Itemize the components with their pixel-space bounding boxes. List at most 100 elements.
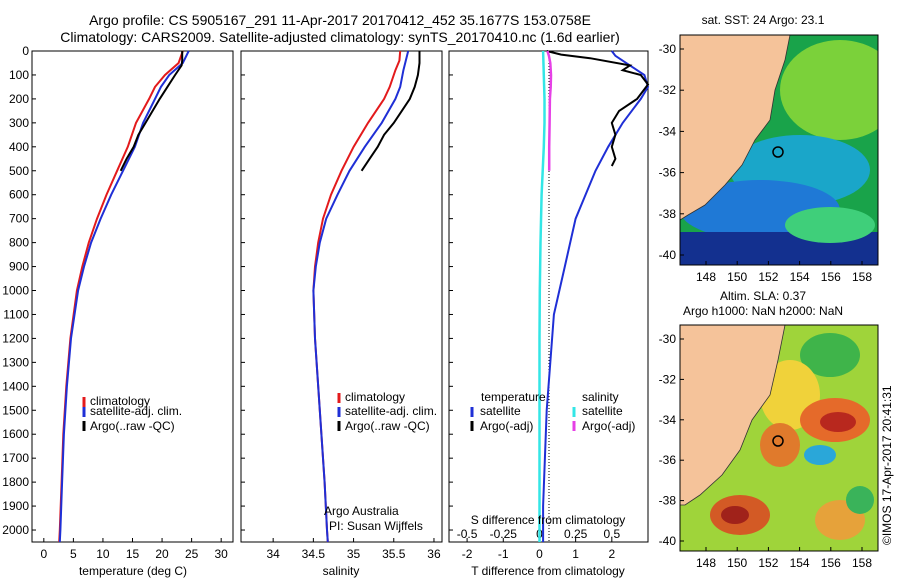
series-line-argo-raw-qc-	[360, 51, 421, 172]
x-tick-label: 20	[155, 547, 169, 561]
x-tick-label: 10	[96, 547, 110, 561]
x-tick-label: 2	[608, 547, 615, 561]
lon-tick-label: 150	[727, 270, 747, 284]
depth-axis: 0 100 200 300 400 500 600 700 800 900 1000 1100 1200…	[2, 44, 36, 537]
series-line-argo-raw-qc-	[119, 51, 184, 172]
lon-tick-label: 154	[790, 556, 810, 570]
sla-low-north	[800, 333, 860, 377]
depth-tick-label: 0	[22, 44, 29, 58]
x-tick-label: 0	[40, 547, 47, 561]
sla-map-frame	[679, 324, 879, 552]
sst-map-frame	[679, 34, 879, 266]
sst-filament	[785, 207, 875, 243]
depth-tick-label: 1800	[2, 475, 29, 489]
x-tick-label: 15	[126, 547, 140, 561]
imos-stamp: ©IMOS 17-Apr-2017 20:41:31	[880, 385, 894, 545]
legend-label-climatology: climatology	[345, 390, 405, 404]
lat-tick-label: -32	[659, 372, 677, 386]
series-line-climatology	[312, 50, 402, 543]
t-difference-label: T difference from climatology	[471, 564, 625, 578]
sla-map-title-1: Altim. SLA: 0.37	[720, 289, 806, 303]
x-tick-label: 5	[70, 547, 77, 561]
series-line-satellite-adj-clim-	[312, 50, 410, 543]
series-line-satellite-adj-clim-	[58, 50, 190, 543]
title-line-2: Climatology: CARS2009. Satellite-adjuste…	[60, 29, 620, 45]
sst-map-title: sat. SST: 24 Argo: 23.1	[702, 13, 825, 27]
x-tick-label: 0	[536, 547, 543, 561]
lon-tick-label: 158	[852, 270, 872, 284]
depth-tick-label: 700	[9, 212, 29, 226]
depth-tick-label: 1900	[2, 499, 29, 513]
salinity-series	[312, 50, 421, 543]
depth-tick-label: 1100	[3, 307, 29, 321]
depth-tick-label: 400	[9, 140, 29, 154]
depth-tick-label: 1500	[2, 403, 29, 417]
sst-lon-axis: 148 150 152 154 156 158	[696, 261, 872, 284]
depth-tick-label: 1200	[2, 331, 29, 345]
x-tick-label: -2	[462, 547, 473, 561]
temperature-panel: 0100200300400500600700800900100011001200…	[2, 44, 234, 578]
x-tick-label: 34	[266, 547, 280, 561]
lat-tick-label: -30	[659, 332, 677, 346]
sla-land	[680, 325, 786, 506]
depth-tick-label: 600	[9, 188, 29, 202]
s-tick-label: -0.25	[490, 527, 518, 541]
legend-label-argo: Argo(..raw -QC)	[345, 419, 430, 433]
lon-tick-label: 152	[758, 556, 778, 570]
salinity-panel: 34 34.5 35 35.5 36 salinity climatology sate…	[240, 50, 443, 578]
depth-tick-label: 1000	[2, 284, 29, 298]
sla-low-center	[804, 445, 836, 465]
sla-peak-east	[820, 412, 856, 432]
lat-tick-label: -32	[659, 83, 677, 97]
series-line-satellite	[542, 50, 650, 542]
salinity-axes-frame	[240, 50, 443, 543]
x-tick-label: 25	[185, 547, 199, 561]
legend-label-s-satellite: satellite	[582, 404, 623, 418]
depth-tick-label: 500	[9, 164, 29, 178]
temperature-series	[58, 50, 190, 543]
s-tick-label: 0.25	[564, 527, 588, 541]
legend-label-satellite: satellite-adj. clim.	[90, 404, 182, 418]
legend-title-temperature: temperature	[481, 390, 546, 404]
lon-tick-label: 150	[727, 556, 747, 570]
depth-tick-label: 1700	[2, 451, 29, 465]
lon-tick-label: 156	[821, 556, 841, 570]
depth-tick-label: 300	[9, 116, 29, 130]
sst-lat-axis: -30 -32 -34 -36 -38 -40	[659, 42, 684, 262]
lat-tick-label: -34	[659, 413, 677, 427]
lon-tick-label: 148	[696, 556, 716, 570]
temperature-legend: climatology satellite-adj. clim. Argo(..…	[82, 394, 182, 433]
lat-tick-label: -30	[659, 42, 677, 56]
lon-tick-label: 148	[696, 270, 716, 284]
series-line-argo-adj-	[546, 50, 650, 167]
lon-tick-label: 158	[852, 556, 872, 570]
credit-org: Argo Australia	[324, 504, 399, 518]
legend-title-salinity: salinity	[582, 390, 619, 404]
legend-label-t-argo: Argo(-adj)	[480, 419, 533, 433]
depth-tick-label: 2000	[2, 523, 29, 537]
x-tick-label: 1	[572, 547, 579, 561]
x-tick-label: 34.5	[302, 547, 326, 561]
s-difference-label: S difference from climatology	[471, 513, 626, 527]
lat-tick-label: -38	[659, 494, 677, 508]
salinity-xlabel: salinity	[323, 564, 360, 578]
lat-tick-label: -36	[659, 166, 677, 180]
difference-depth-ticks	[449, 50, 453, 531]
lon-tick-label: 156	[821, 270, 841, 284]
sla-lat-axis: -30 -32 -34 -36 -38 -40	[659, 332, 684, 548]
salinity-legend: climatology satellite-adj. clim. Argo(..…	[337, 390, 437, 433]
lat-tick-label: -34	[659, 124, 677, 138]
s-tick-label: -0.5	[457, 527, 478, 541]
difference-panel: -2 -1 0 1 2-0.5 -0.25 0 0.25 0.5 S difference fr…	[448, 50, 650, 578]
lat-tick-label: -38	[659, 207, 677, 221]
credit-pi: PI: Susan Wijffels	[329, 519, 423, 533]
s-tick-label: 0.5	[603, 527, 620, 541]
x-tick-label: 35	[347, 547, 361, 561]
salinity-x-axis: 34 34.5 35 35.5 36	[266, 538, 441, 561]
x-tick-label: 36	[427, 547, 441, 561]
legend-label-argo: Argo(..raw -QC)	[90, 419, 175, 433]
depth-tick-label: 800	[9, 236, 29, 250]
difference-series	[538, 50, 650, 542]
sst-warm-patch	[780, 40, 878, 140]
